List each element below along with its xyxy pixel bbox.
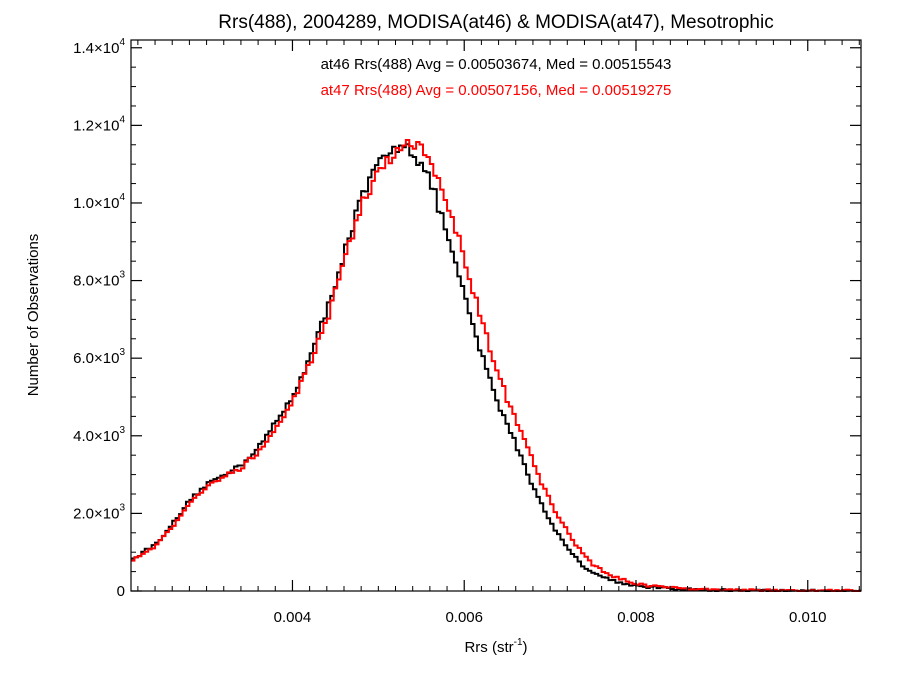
y-tick-label: 1.0×104 [73, 192, 125, 212]
annotation-at47: at47 Rrs(488) Avg = 0.00507156, Med = 0.… [321, 82, 672, 99]
y-tick-label: 0 [117, 583, 125, 600]
x-axis-label: Rrs (str-1) [464, 637, 527, 656]
chart-title: Rrs(488), 2004289, MODISA(at46) & MODISA… [218, 12, 773, 33]
series-at47 [131, 139, 861, 592]
x-tick-label: 0.010 [789, 609, 827, 626]
y-tick-label: 2.0×103 [73, 502, 125, 522]
x-tick-label: 0.006 [445, 609, 483, 626]
annotation-at46: at46 Rrs(488) Avg = 0.00503674, Med = 0.… [321, 56, 672, 73]
x-tick-label: 0.008 [617, 609, 655, 626]
x-tick-label: 0.004 [274, 609, 312, 626]
plot-frame [130, 39, 862, 592]
y-tick-label: 1.4×104 [73, 37, 125, 57]
y-tick-label: 1.2×104 [73, 114, 125, 134]
y-tick-label: 6.0×103 [73, 347, 125, 367]
y-axis-label: Number of Observations [25, 234, 42, 397]
y-tick-label: 8.0×103 [73, 270, 125, 290]
y-tick-label: 4.0×103 [73, 425, 125, 445]
axes: 0 2.0×103 4.0×103 6.0×103 8.0×103 1.0×104 1.2×… [73, 37, 861, 626]
